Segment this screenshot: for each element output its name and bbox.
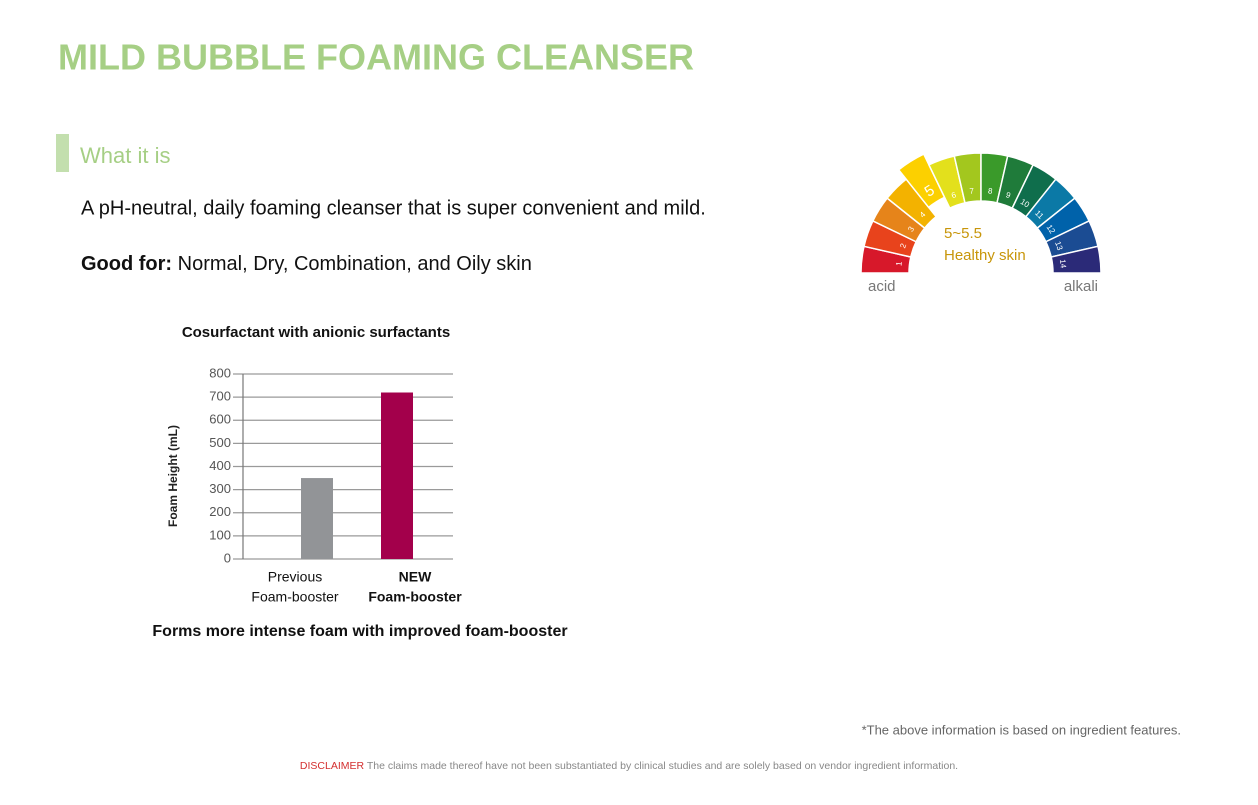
heading-bar xyxy=(56,134,69,172)
range-note: Healthy skin xyxy=(944,247,1026,264)
disclaimer-text: The claims made thereof have not been su… xyxy=(367,760,958,772)
y-tick-label: 700 xyxy=(209,389,231,404)
bar xyxy=(301,478,333,559)
disclaimer: DISCLAIMER The claims made thereof have … xyxy=(300,760,958,772)
bar xyxy=(381,392,413,559)
ph-level: 8 xyxy=(988,186,994,196)
section-heading: What it is xyxy=(80,143,170,168)
chart-title: Cosurfactant with anionic surfactants xyxy=(182,324,450,341)
y-tick-label: 500 xyxy=(209,435,231,450)
good-for: Good for: Normal, Dry, Combination, and … xyxy=(81,253,532,275)
acid-label: acid xyxy=(868,278,896,295)
disclaimer-label: DISCLAIMER xyxy=(300,760,365,772)
y-tick-label: 300 xyxy=(209,481,231,496)
ph-level: 14 xyxy=(1058,259,1068,269)
footnote: *The above information is based on ingre… xyxy=(862,722,1181,737)
ph-level: 7 xyxy=(969,186,975,196)
title: MILD BUBBLE FOAMING CLEANSER xyxy=(58,37,694,78)
ph-level: 2 xyxy=(898,242,908,250)
y-tick-label: 200 xyxy=(209,504,231,519)
chart-caption: Forms more intense foam with improved fo… xyxy=(152,623,567,640)
ph-level: 6 xyxy=(950,190,958,200)
ph-level: 13 xyxy=(1053,240,1065,252)
ph-level: 1 xyxy=(894,261,904,267)
y-tick-label: 600 xyxy=(209,412,231,427)
ph-level: 4 xyxy=(918,210,928,220)
ph-level: 3 xyxy=(906,224,916,233)
x-tick-label: NEW xyxy=(399,569,432,585)
x-tick-label: Foam-booster xyxy=(368,589,462,605)
ph-level: 9 xyxy=(1005,190,1013,200)
x-tick-label: Foam-booster xyxy=(251,589,338,605)
y-tick-label: 0 xyxy=(224,550,231,565)
alkali-label: alkali xyxy=(1064,278,1098,295)
bar-chart: Cosurfactant with anionic surfactants Fo… xyxy=(152,324,567,640)
good-for-label: Good for: xyxy=(81,253,172,275)
good-for-text: Normal, Dry, Combination, and Oily skin xyxy=(178,253,532,275)
y-tick-label: 100 xyxy=(209,527,231,542)
y-axis-label: Foam Height (mL) xyxy=(166,425,180,527)
ph-segment xyxy=(1050,245,1102,274)
y-tick-label: 800 xyxy=(209,365,231,380)
range-label: 5~5.5 xyxy=(944,225,982,242)
description: A pH-neutral, daily foaming cleanser tha… xyxy=(81,197,706,219)
x-tick-label: Previous xyxy=(268,569,322,585)
ph-segment xyxy=(897,153,946,209)
y-tick-label: 400 xyxy=(209,458,231,473)
